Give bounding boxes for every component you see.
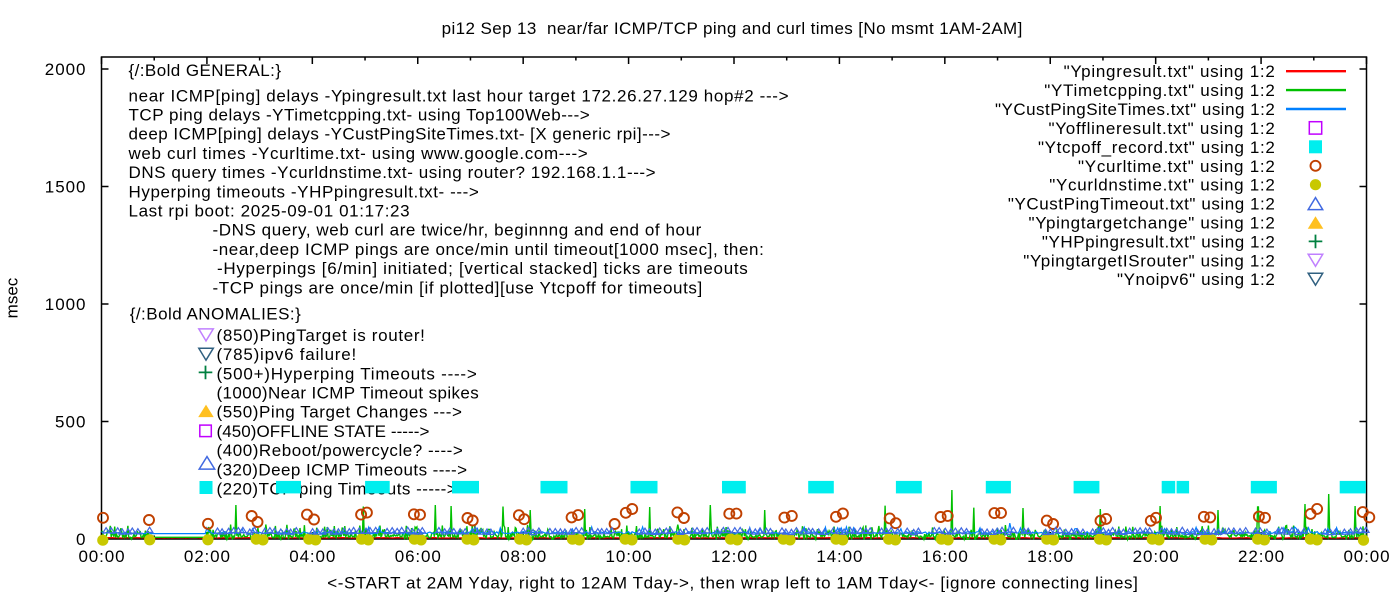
- svg-text:04:00: 04:00: [289, 547, 335, 566]
- svg-text:near ICMP[ping] delays -Ypingr: near ICMP[ping] delays -Ypingresult.txt …: [129, 86, 789, 105]
- svg-text:(220)TCP ping Timeouts ----->: (220)TCP ping Timeouts ----->: [217, 480, 457, 499]
- svg-text:"Ycurldnstime.txt" using 1:2: "Ycurldnstime.txt" using 1:2: [1049, 176, 1275, 195]
- svg-text:14:00: 14:00: [816, 547, 862, 566]
- svg-text:"Ycurltime.txt" using 1:2: "Ycurltime.txt" using 1:2: [1078, 157, 1275, 176]
- svg-text:"Ytcpoff_record.txt" using 1:2: "Ytcpoff_record.txt" using 1:2: [1038, 138, 1275, 157]
- svg-text:12:00: 12:00: [711, 547, 757, 566]
- svg-text:10:00: 10:00: [606, 547, 652, 566]
- svg-text:"YCustPingTimeout.txt" using 1: "YCustPingTimeout.txt" using 1:2: [1008, 195, 1275, 214]
- svg-text:{/:Bold ANOMALIES:}: {/:Bold ANOMALIES:}: [130, 305, 301, 324]
- svg-text:"Ynoipv6" using 1:2: "Ynoipv6" using 1:2: [1117, 270, 1275, 289]
- svg-text:22:00: 22:00: [1238, 547, 1284, 566]
- svg-text:(1000)Near ICMP Timeout spikes: (1000)Near ICMP Timeout spikes: [217, 384, 479, 403]
- svg-text:06:00: 06:00: [395, 547, 441, 566]
- svg-text:0: 0: [76, 530, 85, 549]
- svg-text:1000: 1000: [45, 295, 86, 314]
- svg-text:02:00: 02:00: [184, 547, 230, 566]
- svg-text:16:00: 16:00: [922, 547, 968, 566]
- svg-text:-TCP pings are once/min [if pl: -TCP pings are once/min [if plotted][use…: [213, 278, 703, 297]
- svg-text:(320)Deep ICMP Timeouts ---->: (320)Deep ICMP Timeouts ---->: [217, 460, 468, 479]
- svg-text:Last rpi boot: 2025-09-01 01:1: Last rpi boot: 2025-09-01 01:17:23: [129, 202, 410, 221]
- svg-text:{/:Bold GENERAL:}: {/:Bold GENERAL:}: [129, 61, 282, 80]
- svg-text:-DNS query, web curl are twice: -DNS query, web curl are twice/hr, begin…: [213, 221, 702, 240]
- svg-text:1500: 1500: [45, 178, 86, 197]
- svg-text:"Ypingtargetchange" using 1:2: "Ypingtargetchange" using 1:2: [1029, 214, 1275, 233]
- svg-text:DNS query times -Ycurldnstime.: DNS query times -Ycurldnstime.txt- using…: [129, 163, 656, 182]
- svg-text:00:00: 00:00: [1343, 547, 1389, 566]
- svg-text:2000: 2000: [45, 60, 86, 79]
- svg-text:<-START at 2AM Yday, right to: <-START at 2AM Yday, right to 12AM Tday-…: [327, 574, 1138, 593]
- svg-text:-near,deep ICMP pings are once: -near,deep ICMP pings are once/min until…: [213, 240, 764, 259]
- svg-text:-Hyperpings [6/min] initiated;: -Hyperpings [6/min] initiated; [vertical…: [217, 259, 748, 278]
- svg-text:18:00: 18:00: [1027, 547, 1073, 566]
- svg-text:(850)PingTarget is router!: (850)PingTarget is router!: [217, 326, 425, 345]
- svg-text:pi12 Sep 13 near/far ICMP/TCP: pi12 Sep 13 near/far ICMP/TCP ping and c…: [442, 19, 1023, 38]
- svg-text:"YTimetcpping.txt" using 1:2: "YTimetcpping.txt" using 1:2: [1044, 81, 1275, 100]
- svg-text:(785)ipv6 failure!: (785)ipv6 failure!: [217, 345, 357, 364]
- svg-text:00:00: 00:00: [78, 547, 124, 566]
- svg-text:web curl times -Ycurltime.txt-: web curl times -Ycurltime.txt- using www…: [128, 144, 588, 163]
- svg-text:"Yofflineresult.txt" using 1:2: "Yofflineresult.txt" using 1:2: [1049, 119, 1275, 138]
- svg-text:"YCustPingSiteTimes.txt" using: "YCustPingSiteTimes.txt" using 1:2: [995, 100, 1275, 119]
- svg-text:TCP ping delays -YTimetcpping.: TCP ping delays -YTimetcpping.txt- using…: [129, 106, 590, 125]
- svg-text:20:00: 20:00: [1133, 547, 1179, 566]
- svg-text:"YpingtargetISrouter" using 1:: "YpingtargetISrouter" using 1:2: [1023, 251, 1275, 270]
- svg-text:Hyperping timeouts -YHPpingres: Hyperping timeouts -YHPpingresult.txt- -…: [129, 182, 479, 201]
- svg-text:(400)Reboot/powercycle? ---->: (400)Reboot/powercycle? ---->: [217, 441, 463, 460]
- svg-text:"YHPpingresult.txt" using 1:2: "YHPpingresult.txt" using 1:2: [1042, 232, 1275, 251]
- svg-text:(500+)Hyperping Timeouts ---->: (500+)Hyperping Timeouts ---->: [217, 364, 477, 383]
- svg-text:08:00: 08:00: [500, 547, 546, 566]
- svg-text:500: 500: [55, 413, 86, 432]
- svg-text:(450)OFFLINE STATE ----->: (450)OFFLINE STATE ----->: [217, 422, 430, 441]
- svg-text:deep ICMP[ping] delays -YCustP: deep ICMP[ping] delays -YCustPingSiteTim…: [129, 125, 671, 144]
- svg-text:(550)Ping Target Changes --->: (550)Ping Target Changes --->: [217, 403, 462, 422]
- svg-text:msec: msec: [3, 277, 22, 318]
- svg-text:"Ypingresult.txt" using 1:2: "Ypingresult.txt" using 1:2: [1064, 62, 1275, 81]
